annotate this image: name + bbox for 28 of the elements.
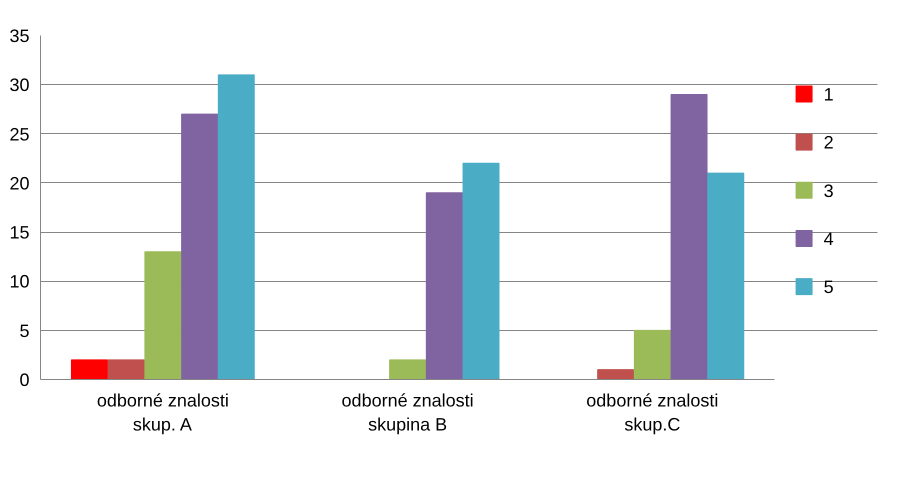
bar — [218, 74, 255, 380]
bar — [462, 162, 500, 380]
y-tick-label: 20 — [9, 173, 30, 194]
bar — [707, 172, 744, 380]
bar — [108, 359, 145, 380]
legend-label: 4 — [824, 228, 834, 249]
bar — [426, 192, 463, 380]
bar — [634, 330, 671, 380]
bar — [389, 359, 426, 380]
bar — [144, 251, 182, 380]
legend-label: 3 — [824, 180, 834, 201]
bar — [670, 94, 708, 380]
y-tick-label: 0 — [19, 370, 30, 390]
legend-label: 1 — [824, 84, 834, 104]
legend-label: 5 — [824, 277, 834, 298]
bar — [597, 369, 634, 380]
x-tick-label: odborné znalosti skup. A — [96, 390, 229, 434]
bar — [70, 359, 108, 380]
y-tick-label: 30 — [9, 75, 30, 96]
bar — [181, 114, 218, 380]
y-tick-label: 15 — [9, 222, 30, 243]
y-tick-label: 10 — [9, 272, 30, 292]
x-tick-label: odborné znalosti skup.C — [586, 390, 718, 434]
legend-label: 2 — [824, 132, 834, 153]
x-tick-label: odborné znalosti skupina B — [342, 390, 474, 434]
y-tick-label: 35 — [9, 26, 30, 46]
y-tick-label: 5 — [19, 320, 30, 341]
y-tick-label: 25 — [9, 124, 30, 144]
